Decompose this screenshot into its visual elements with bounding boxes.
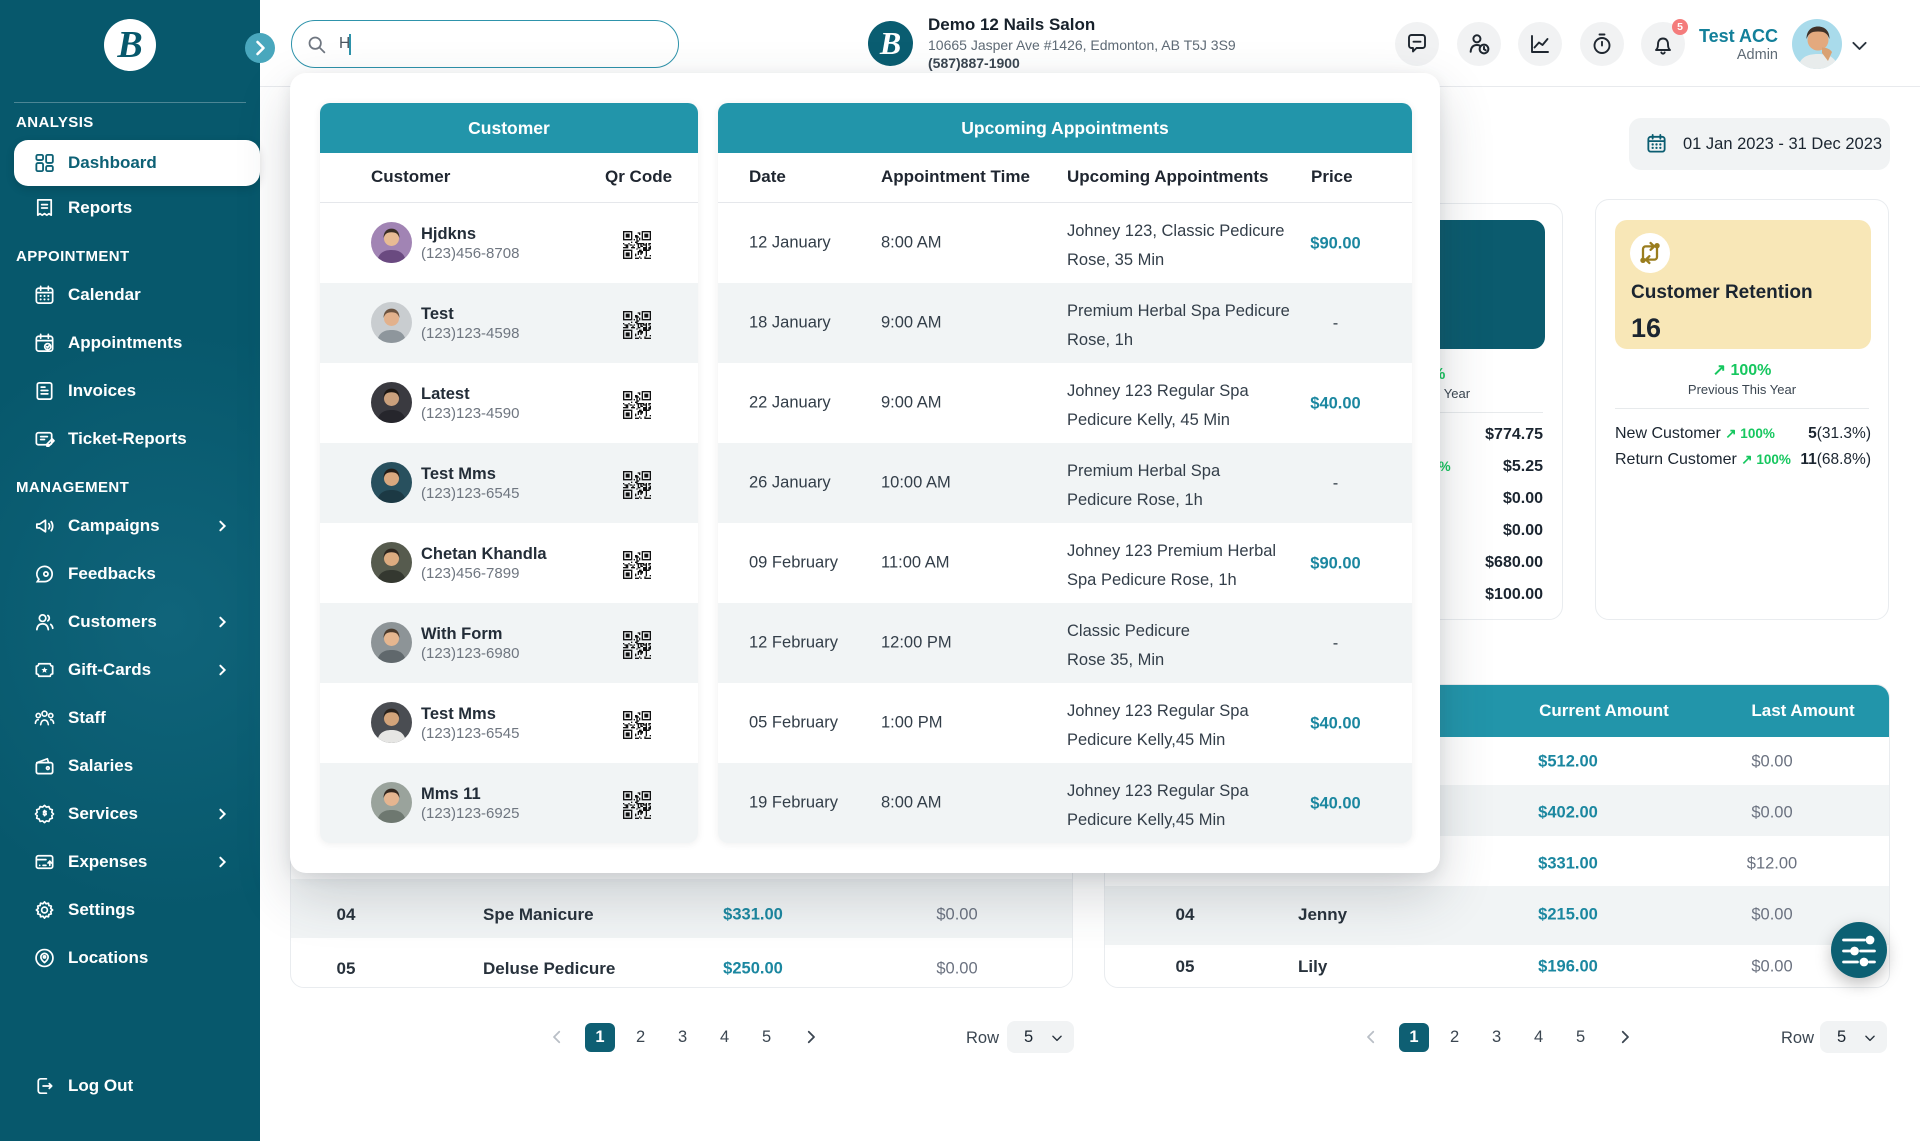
svg-text:B: B [879,25,901,61]
svg-text:B: B [116,24,142,66]
